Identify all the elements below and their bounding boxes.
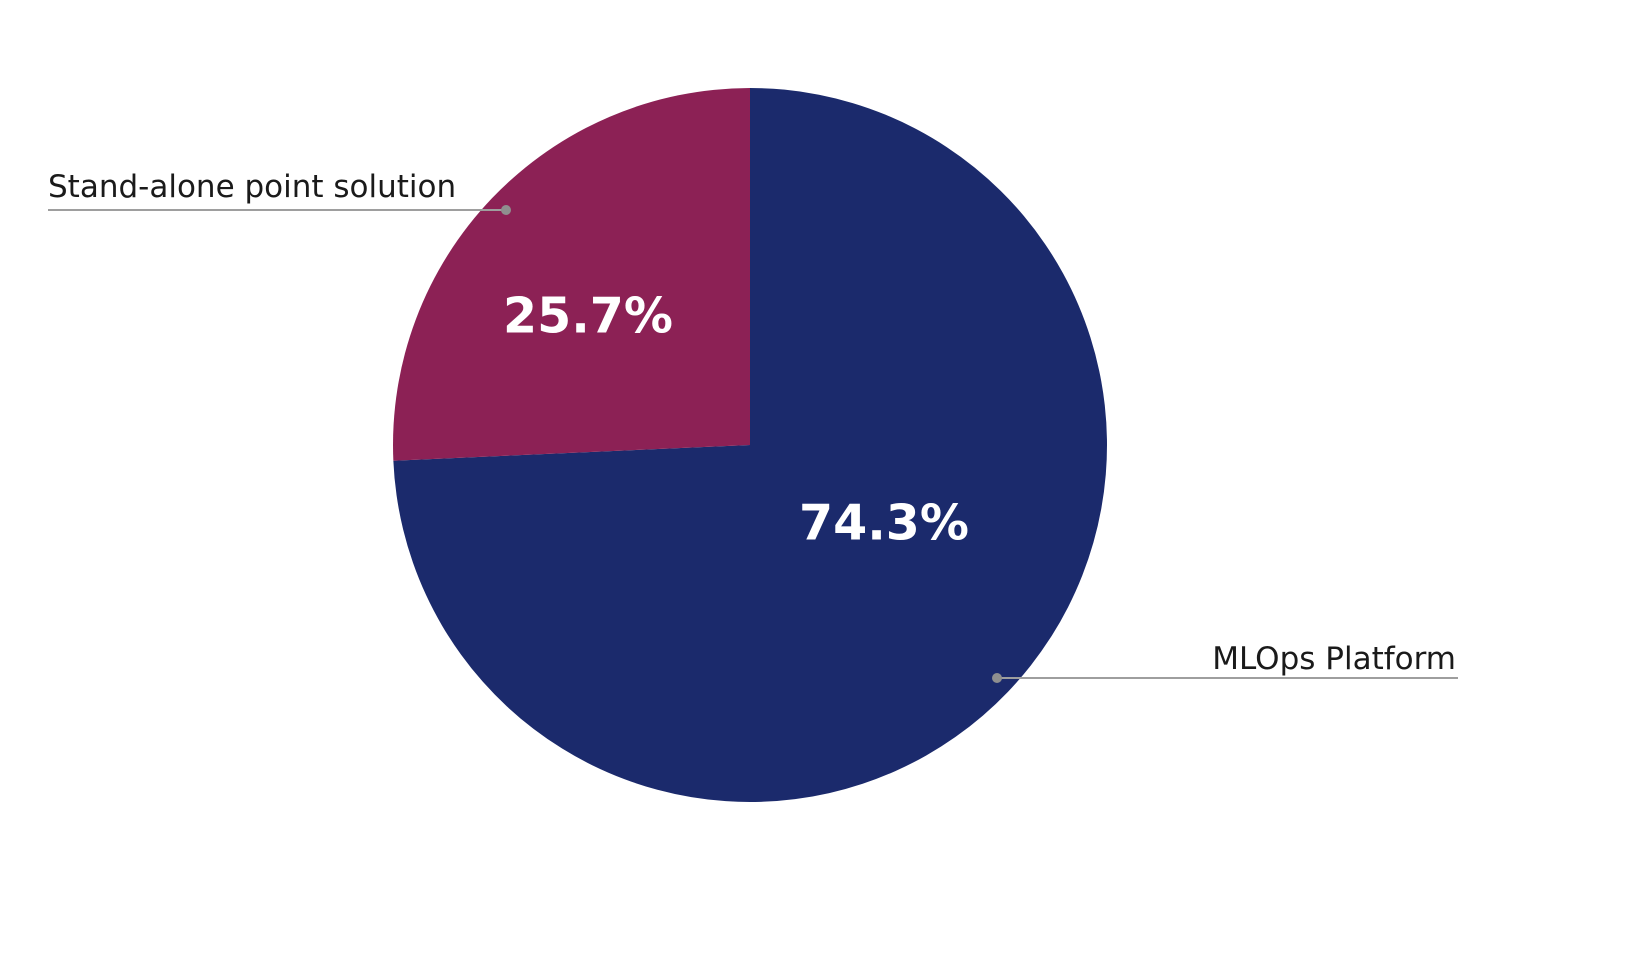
slice-label-stand-alone: Stand-alone point solution (48, 169, 456, 205)
pie-slice-stand-alone-point-solution (393, 88, 750, 461)
percent-labels: 74.3% 25.7% (503, 288, 969, 552)
pie-slice-mlops-platform (393, 87, 1108, 802)
percent-label-stand-alone: 25.7% (503, 288, 673, 345)
slice-label-mlops-platform: MLOps Platform (1212, 641, 1456, 677)
percent-label-mlops-platform: 74.3% (799, 495, 969, 552)
pie-slices (393, 87, 1108, 802)
leader-dot-mlops-platform (992, 673, 1002, 683)
annotation-stand-alone: Stand-alone point solution (48, 169, 511, 215)
leader-dot-stand-alone (501, 205, 511, 215)
annotation-mlops-platform: MLOps Platform (992, 641, 1458, 683)
